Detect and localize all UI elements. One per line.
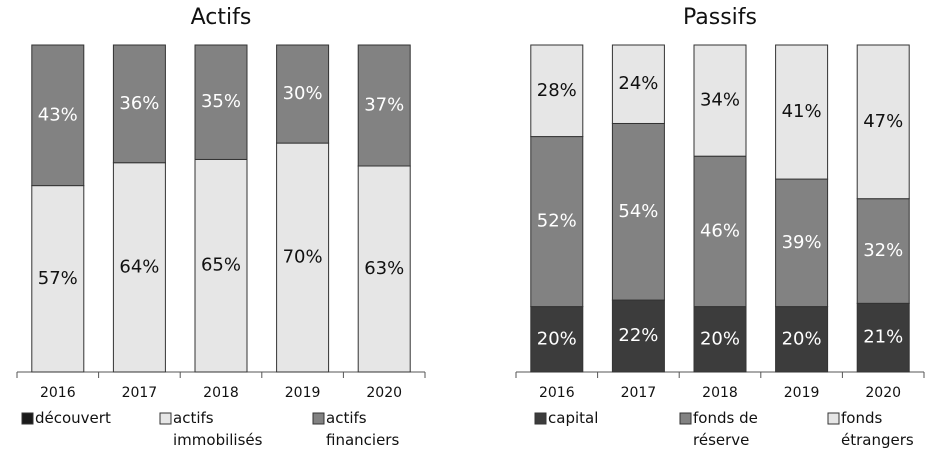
x-tick-label: 2016 [539,385,575,401]
bar-segment [112,44,166,164]
bar-segment [611,122,665,301]
value-label: 54% [618,201,658,222]
value-label: 20% [537,328,577,349]
value-label: 37% [364,94,404,115]
value-label: 20% [700,328,740,349]
bar-segment [693,306,747,373]
value-label: 70% [283,247,323,268]
bar-segment [693,44,747,157]
value-label: 43% [38,104,78,125]
value-label: 47% [863,111,903,132]
bar-segment [611,299,665,373]
legend-swatch [21,412,34,425]
legend-label: actifs immobilisés [173,409,263,449]
legend-swatch [827,412,840,425]
value-label: 28% [537,80,577,101]
x-tick-label: 2016 [40,385,76,401]
value-label: 20% [782,328,822,349]
x-tick-label: 2019 [784,385,820,401]
value-label: 30% [283,83,323,104]
bar-segment [194,44,248,160]
chart-title: Actifs [191,5,252,30]
bar-segment [112,162,166,373]
value-label: 65% [201,255,241,276]
value-label: 46% [700,220,740,241]
legend-label: découvert [35,409,111,427]
bar-segment [856,44,910,200]
legend-swatch [534,412,547,425]
bar-segment [693,155,747,308]
legend-label: capital [548,409,599,427]
value-label: 41% [782,101,822,122]
bar-segment [775,306,829,373]
x-tick-label: 2018 [702,385,738,401]
value-label: 64% [119,256,159,277]
bar-segment [276,142,330,373]
value-label: 24% [618,73,658,94]
bar-segment [775,44,829,180]
bar-segment [530,44,584,138]
value-label: 22% [618,325,658,346]
x-tick-label: 2018 [203,385,239,401]
value-label: 35% [201,91,241,112]
bar-segment [31,185,85,373]
bar-segment [611,44,665,124]
value-label: 34% [700,90,740,111]
bar-segment [194,158,248,373]
bar-segment [530,136,584,308]
x-tick-label: 2020 [865,385,901,401]
legend-label: fonds de réserve [693,409,758,449]
value-label: 32% [863,240,903,261]
legend-swatch [312,412,325,425]
legend-label: actifs financiers [326,409,400,449]
value-label: 39% [782,232,822,253]
bar-segment [357,44,411,167]
value-label: 52% [537,211,577,232]
bar-segment [357,165,411,373]
bar-segment [856,302,910,373]
bar-segment [31,44,85,187]
legend-swatch [159,412,172,425]
x-tick-label: 2017 [122,385,158,401]
value-label: 21% [863,327,903,348]
x-tick-label: 2019 [285,385,321,401]
bar-segment [530,306,584,373]
legend-label: fonds étrangers [841,409,914,449]
chart-title: Passifs [683,5,757,30]
value-label: 57% [38,268,78,289]
legend-swatch [679,412,692,425]
x-tick-label: 2020 [366,385,402,401]
x-tick-label: 2017 [621,385,657,401]
bar-segment [276,44,330,144]
value-label: 63% [364,258,404,279]
value-label: 36% [119,93,159,114]
bar-segment [856,198,910,304]
